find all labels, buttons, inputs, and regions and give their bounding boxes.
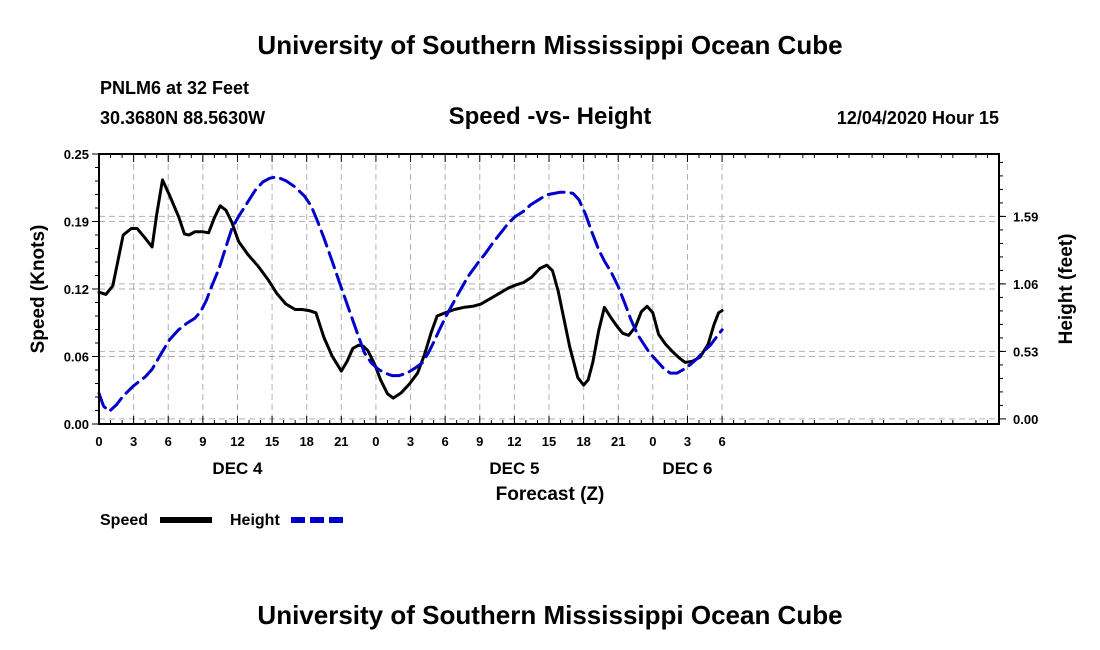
chart-title: Speed -vs- Height	[449, 103, 652, 130]
x-tick-label: 21	[334, 434, 348, 449]
day-label: DEC 4	[212, 459, 263, 478]
station-coords: 30.3680N 88.5630W	[100, 108, 265, 128]
x-tick-label: 6	[718, 434, 725, 449]
x-tick-label: 6	[165, 434, 172, 449]
y-right-tick-label: 1.06	[1013, 277, 1038, 292]
x-axis-title: Forecast (Z)	[496, 484, 605, 505]
y-left-tick-label: 0.25	[64, 147, 89, 162]
forecast-date: 12/04/2020 Hour 15	[837, 108, 999, 128]
x-tick-label: 12	[507, 434, 521, 449]
y-right-tick-label: 0.00	[1013, 412, 1038, 427]
x-tick-label: 9	[476, 434, 483, 449]
axes: 0 3 6 9 12 15 18 21 0 3 6 9 12 15 18 21 0 3 6 DEC 4 DEC 5 DEC…	[64, 147, 1039, 478]
x-tick-label: 3	[407, 434, 414, 449]
y-right-tick-label: 1.59	[1013, 209, 1038, 224]
x-tick-label: 3	[684, 434, 691, 449]
y-left-tick-label: 0.19	[64, 215, 89, 230]
x-tick-label: 12	[230, 434, 244, 449]
footer-title: University of Southern Mississippi Ocean…	[257, 600, 842, 630]
legend-label-speed: Speed	[100, 512, 148, 529]
day-label: DEC 5	[489, 459, 539, 478]
x-tick-label: 3	[130, 434, 137, 449]
x-tick-label: 0	[372, 434, 379, 449]
x-tick-label: 0	[95, 434, 102, 449]
x-tick-label: 0	[649, 434, 656, 449]
legend: Speed Height	[100, 512, 343, 529]
series-line-speed	[97, 178, 724, 400]
y-axis-left-title: Speed (Knots)	[28, 225, 49, 354]
page-title: University of Southern Mississippi Ocean…	[257, 30, 842, 60]
x-tick-label: 6	[442, 434, 449, 449]
station-label: PNLM6 at 32 Feet	[100, 78, 249, 98]
y-right-tick-label: 0.53	[1013, 344, 1038, 359]
y-left-tick-label: 0.00	[64, 417, 89, 432]
y-left-tick-label: 0.06	[64, 350, 89, 365]
x-tick-label: 18	[299, 434, 313, 449]
x-tick-label: 21	[611, 434, 625, 449]
series-layer	[97, 175, 724, 413]
day-label: DEC 6	[662, 459, 712, 478]
legend-label-height: Height	[230, 512, 280, 529]
x-tick-label: 15	[542, 434, 556, 449]
x-tick-label: 18	[576, 434, 590, 449]
y-left-tick-label: 0.12	[64, 282, 89, 297]
y-axis-right-title: Height (feet)	[1056, 234, 1077, 345]
x-tick-label: 15	[265, 434, 279, 449]
x-tick-label: 9	[199, 434, 206, 449]
